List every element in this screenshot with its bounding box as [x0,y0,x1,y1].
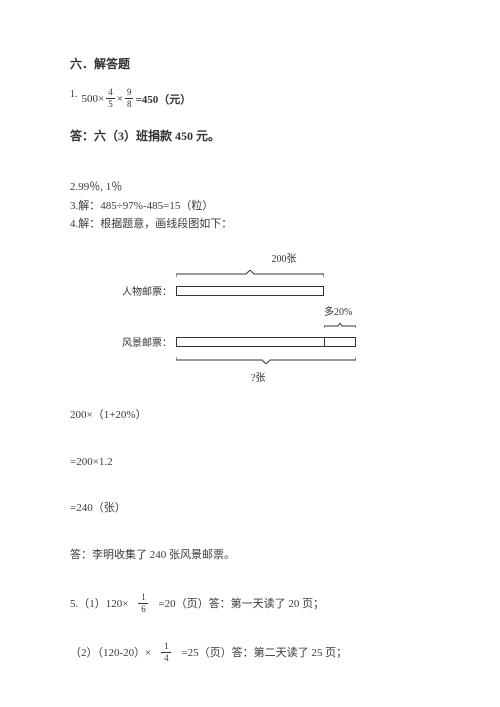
answer-4: 答：李明收集了 240 张风景邮票。 [70,546,430,565]
row2-label: 风景邮票： [106,334,176,349]
row2-bar-extra [324,337,356,347]
fraction-1-6: 1 6 [138,593,148,614]
question-1: 1. 500× 4 5 × 9 8 =450（元） [70,88,430,109]
diagram-bottom-label: ?张 [251,369,366,384]
section-title: 六．解答题 [70,55,430,72]
q1-mid: × [117,93,123,105]
q1-post: =450（元） [135,91,191,107]
fraction-9-8: 9 8 [125,88,134,109]
calc-step-1: 200×（1+20%） [70,406,430,425]
diagram-row-1: 人物邮票： [106,283,366,298]
q5a-pre: 5.（1）120× [70,595,128,611]
extra-20-label: 多20% [324,303,366,318]
row1-bar [176,286,324,296]
fraction-1-4: 1 4 [161,642,171,663]
diagram-row-2: 风景邮票： [106,334,366,349]
segment-diagram: 200张 人物邮票： 多20% 风景邮票： ?张 [106,250,366,384]
fraction-4-5: 4 5 [106,88,115,109]
question-5a: 5.（1）120× 1 6 =20（页）答：第一天读了 20 页； [70,593,430,614]
row1-label: 人物邮票： [106,283,176,298]
q1-number: 1. [70,89,78,100]
q5b-post: =25（页）答：第二天读了 25 页； [181,644,347,660]
q5a-post: =20（页）答：第一天读了 20 页； [158,595,324,611]
question-5b: （2）（120-20）× 1 4 =25（页）答：第二天读了 25 页； [70,642,430,663]
brace-small-icon [324,323,356,329]
q1-pre: 500× [82,93,105,105]
answer-1: 答：六（3）班捐款 450 元。 [70,127,430,144]
brace-top-icon [176,270,324,278]
diagram-top-label: 200张 [202,250,366,265]
question-3: 3.解：485÷97%-485=15（粒） [70,197,430,216]
question-2: 2.99％, 1％ [70,178,430,197]
q5b-pre: （2）（120-20）× [70,644,151,660]
calc-step-2: =200×1.2 [70,453,430,472]
question-4: 4.解：根据题意，画线段图如下： [70,215,430,234]
brace-bottom-icon [176,356,356,364]
row2-bar-main [176,337,324,347]
calc-step-3: =240（张） [70,499,430,518]
